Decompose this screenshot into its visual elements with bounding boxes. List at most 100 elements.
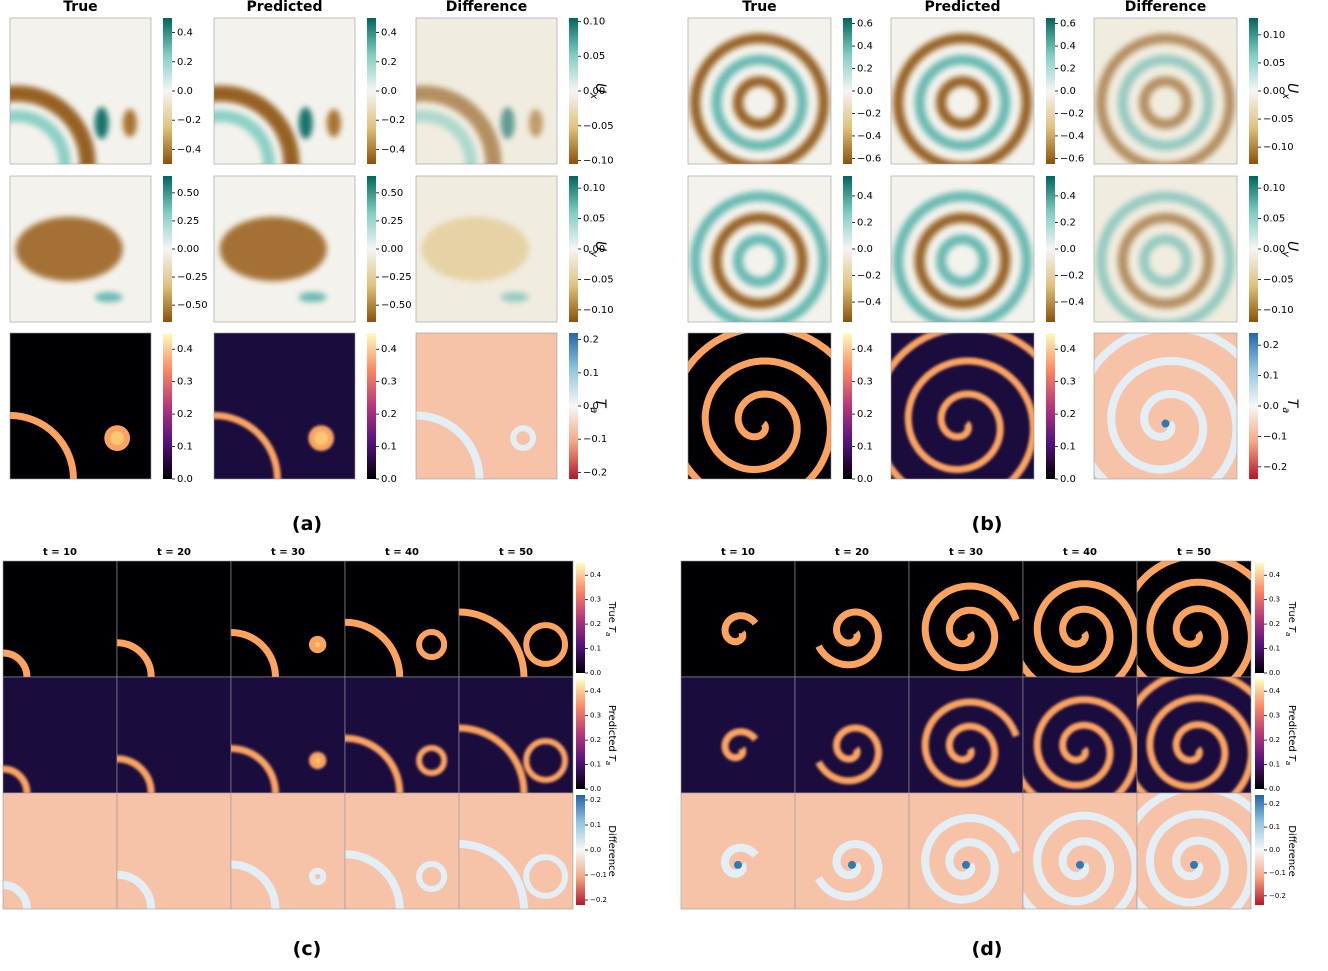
- colorbar-tick-label: 0.05: [583, 214, 605, 225]
- column-title: t = 20: [835, 547, 869, 558]
- colorbar: [163, 176, 172, 322]
- blob: [299, 107, 313, 139]
- colorbar-tick-label: 0.0: [1060, 86, 1076, 97]
- colorbar-tick-label: 0.2: [381, 409, 397, 420]
- field-image: [681, 561, 795, 677]
- colorbar-tick-label: −0.25: [177, 272, 208, 283]
- colorbar-tick-label: 0.0: [381, 474, 397, 485]
- row-title: True: [606, 601, 617, 623]
- colorbar-tick-label: −0.05: [1263, 274, 1294, 285]
- core: [1076, 861, 1084, 869]
- field-image: [416, 176, 557, 322]
- colorbar-tick-label: 0.0: [857, 474, 873, 485]
- row-symbol: U: [1284, 241, 1300, 251]
- colorbar-tick-label: −0.10: [1263, 142, 1294, 153]
- colorbar-tick-label: 0.10: [1263, 183, 1285, 194]
- colorbar-tick-label: 0.2: [177, 57, 193, 68]
- colorbar: [1255, 563, 1264, 673]
- field-image: [1123, 556, 1277, 697]
- figure: TruePredictedDifference0.40.20.0−0.2−0.4…: [0, 0, 1328, 967]
- colorbar-tick-label: −0.2: [857, 108, 881, 119]
- colorbar-tick-label: 0.2: [1060, 64, 1076, 75]
- colorbar-tick-label: −0.4: [857, 131, 881, 142]
- core: [1162, 420, 1170, 428]
- field-image: [909, 793, 1023, 909]
- colorbar-tick-label: −0.6: [1060, 153, 1084, 164]
- row-label: PredictedTa: [1284, 705, 1297, 765]
- colorbar: [1255, 795, 1264, 905]
- colorbar-tick-label: 0.1: [1269, 823, 1280, 831]
- field-bg: [231, 677, 345, 793]
- colorbar: [1249, 18, 1258, 164]
- blob: [123, 109, 137, 137]
- front: [311, 428, 331, 448]
- row-subscript: a: [1281, 407, 1292, 413]
- field-bg: [231, 561, 345, 677]
- field-image: [214, 176, 355, 322]
- front: [107, 428, 127, 448]
- colorbar: [569, 176, 578, 322]
- row-subscript: y: [1281, 250, 1292, 257]
- field-image: [151, 333, 355, 542]
- colorbar-tick-label: 0.10: [583, 16, 605, 27]
- row-label: TrueTa: [604, 601, 617, 637]
- column-title: Predicted: [247, 0, 323, 15]
- colorbar-tick-label: 0.3: [590, 712, 601, 720]
- row-title: Predicted: [606, 705, 617, 752]
- colorbar: [569, 333, 578, 479]
- colorbar-tick-label: 0.0: [857, 244, 873, 255]
- colorbar: [569, 18, 578, 164]
- colorbar: [843, 333, 852, 479]
- colorbar: [1249, 176, 1258, 322]
- colorbar-tick-label: 0.50: [177, 188, 199, 199]
- blob: [95, 107, 109, 139]
- colorbar-tick-label: 0.4: [1269, 687, 1281, 695]
- column-title: t = 50: [499, 547, 533, 558]
- colorbar-tick-label: 0.0: [590, 785, 601, 793]
- colorbar-tick-label: 0.1: [590, 821, 601, 829]
- field-image: [1094, 176, 1237, 325]
- field-image: [1123, 788, 1277, 929]
- field-bg: [416, 333, 557, 479]
- front: [312, 755, 323, 766]
- colorbar-tick-label: 0.3: [177, 377, 193, 388]
- colorbar-tick-label: −0.1: [583, 434, 607, 445]
- colorbar-tick-label: −0.4: [1060, 131, 1084, 142]
- colorbar-tick-label: 0.25: [381, 216, 403, 227]
- colorbar-tick-label: 0.6: [1060, 19, 1076, 30]
- colorbar-tick-label: 0.1: [583, 368, 599, 379]
- colorbar-tick-label: 0.2: [177, 409, 193, 420]
- field-bg: [795, 561, 909, 677]
- colorbar-tick-label: 0.1: [590, 761, 601, 769]
- colorbar-tick-label: −0.2: [857, 271, 881, 282]
- colorbar-tick-label: 0.4: [857, 41, 873, 52]
- colorbar-tick-label: 0.2: [590, 620, 601, 628]
- colorbar-tick-label: 0.3: [1269, 596, 1280, 604]
- column-title: t = 40: [1063, 547, 1097, 558]
- colorbar-tick-label: 0.0: [1269, 785, 1280, 793]
- blob: [299, 292, 327, 302]
- colorbar: [576, 563, 585, 673]
- colorbar-tick-label: −0.50: [177, 300, 208, 311]
- colorbar-tick-label: −0.2: [381, 115, 405, 126]
- colorbar-tick-label: 0.2: [1060, 409, 1076, 420]
- field-image: [681, 793, 795, 909]
- colorbar-tick-label: −0.05: [583, 121, 614, 132]
- colorbar-tick-label: −0.2: [583, 467, 607, 478]
- column-title: t = 10: [721, 547, 755, 558]
- field-image: [1013, 677, 1137, 811]
- front: [312, 639, 323, 650]
- colorbar-tick-label: −0.2: [590, 896, 607, 904]
- colorbar-tick-label: 0.10: [1263, 30, 1285, 41]
- row-subscript: x: [589, 92, 600, 99]
- row-subscript: a: [1284, 632, 1292, 636]
- row-symbol: U: [1284, 83, 1300, 93]
- row-label: Ta: [1281, 399, 1301, 414]
- column-title: t = 50: [1177, 547, 1211, 558]
- blob: [327, 109, 341, 137]
- colorbar: [1046, 333, 1055, 479]
- field-bg: [345, 793, 459, 909]
- field-bg: [214, 333, 355, 479]
- colorbar-tick-label: −0.6: [857, 153, 881, 164]
- colorbar-tick-label: 0.2: [583, 335, 599, 346]
